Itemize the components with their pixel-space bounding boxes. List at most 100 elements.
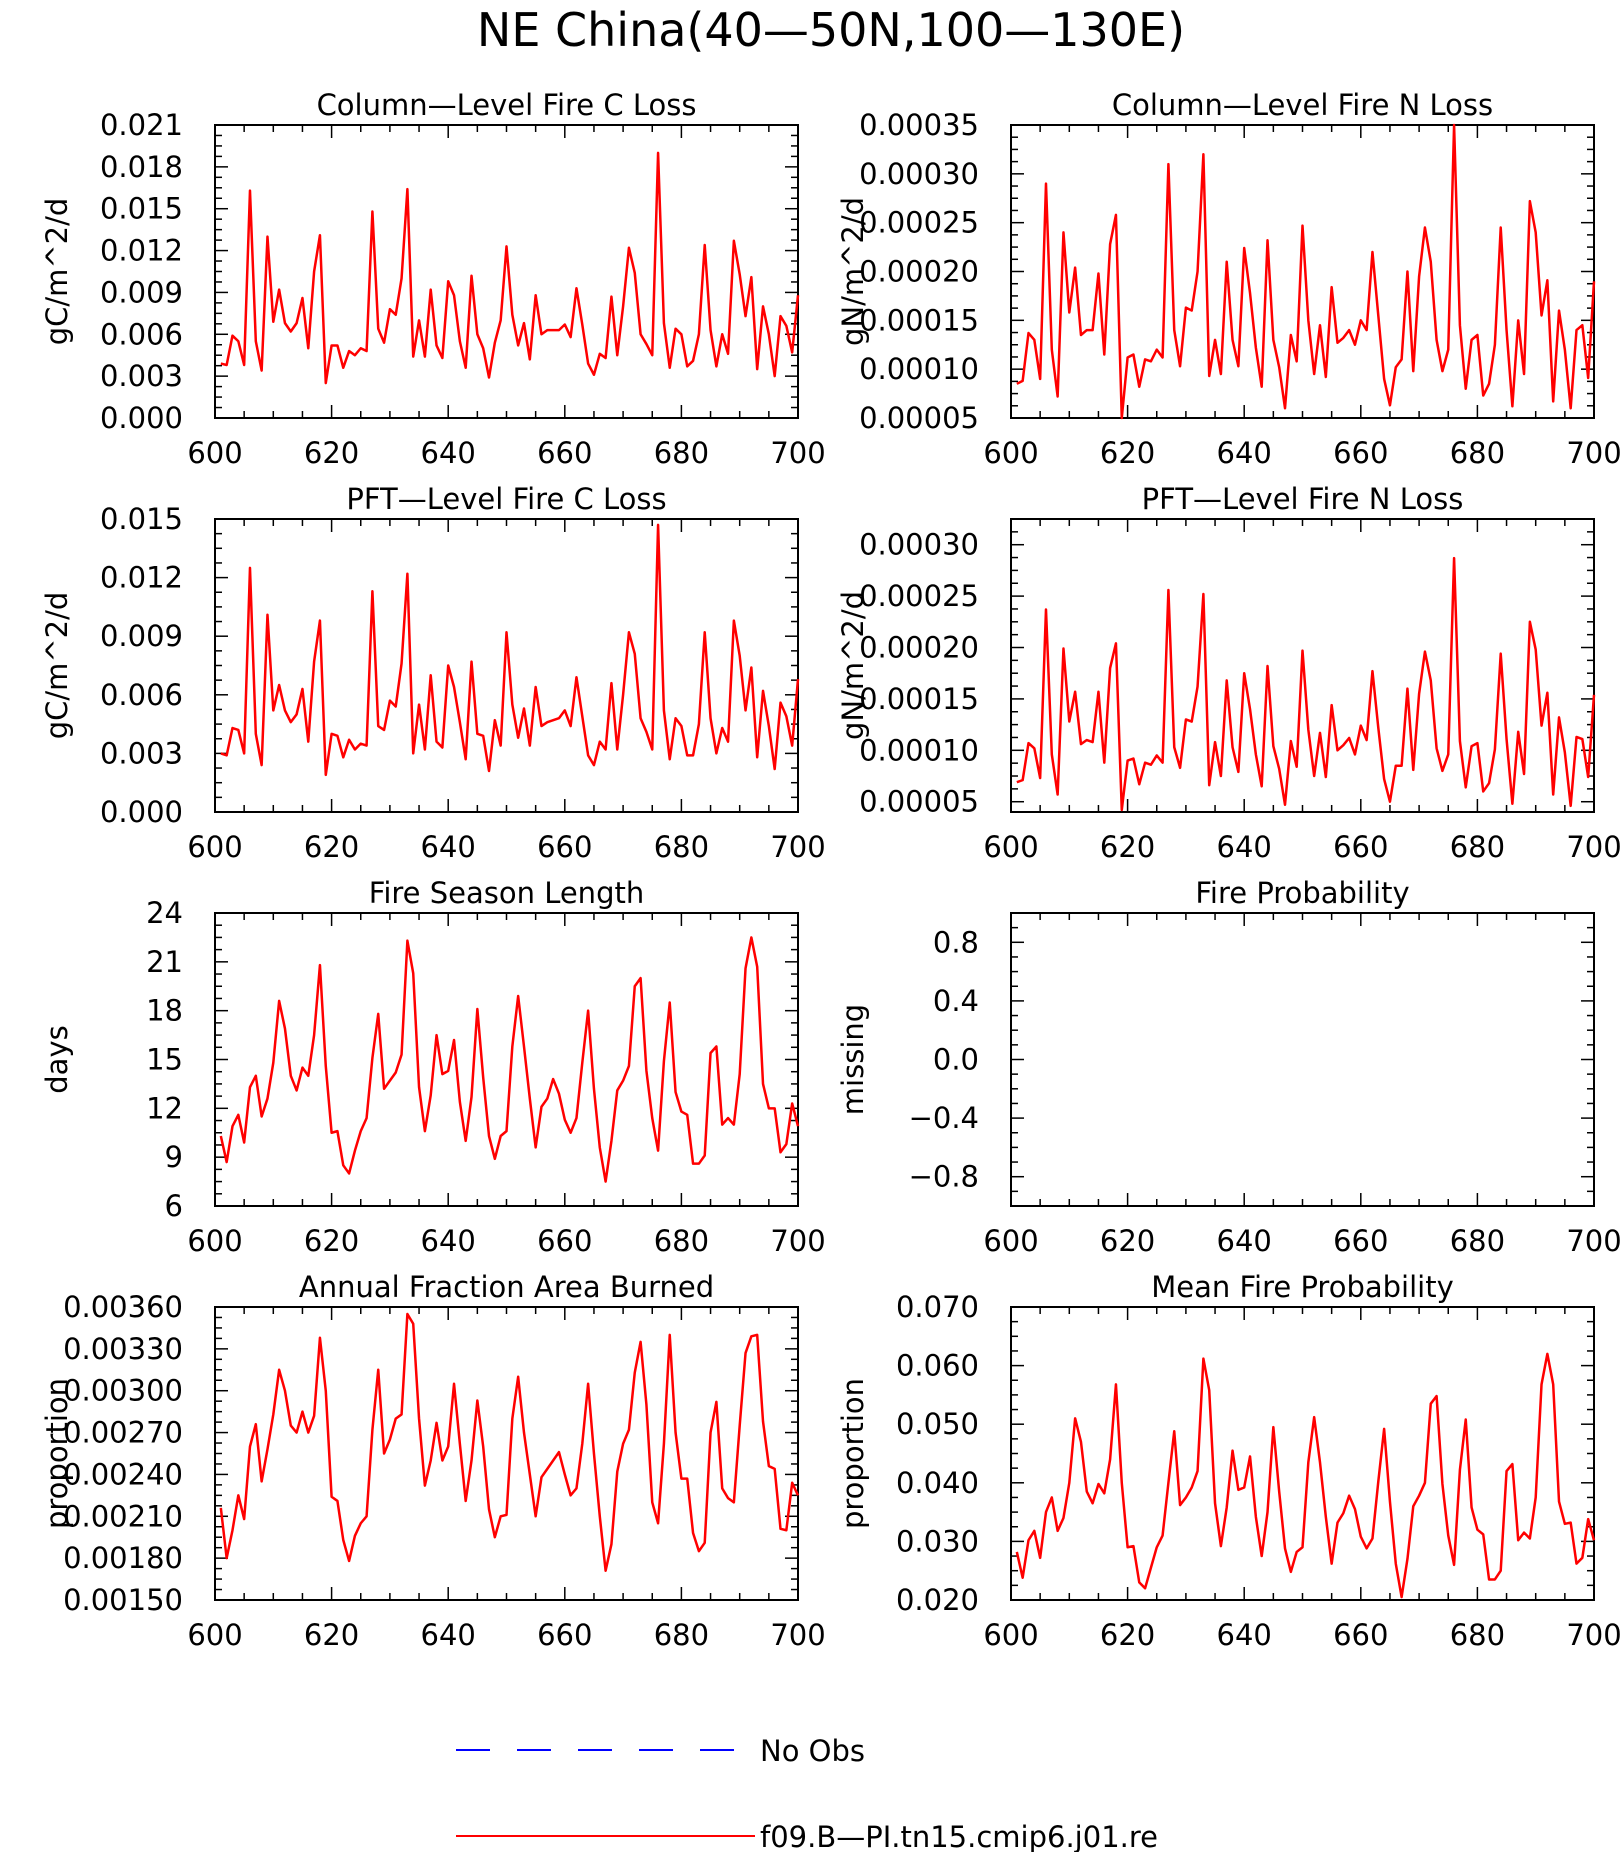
y-tick-label: 15	[146, 1043, 183, 1077]
x-tick-label: 660	[537, 1618, 592, 1652]
y-tick-label: 0.00360	[63, 1290, 183, 1324]
x-tick-label: 680	[1450, 436, 1505, 470]
x-tick-label: 600	[983, 830, 1038, 864]
plot-frame	[214, 124, 799, 419]
panel-8: Mean Fire Probability proportion 600 620 640…	[836, 1270, 1621, 1652]
x-tick-label: 660	[537, 1224, 592, 1258]
x-tick-label: 600	[983, 1224, 1038, 1258]
y-tick-label: 0.021	[100, 108, 183, 142]
x-tick-label: 680	[654, 436, 709, 470]
y-tick-label: 0.00015	[859, 303, 979, 337]
panel-title: PFT—Level Fire C Loss	[346, 482, 666, 516]
x-tick-label: 620	[1100, 830, 1155, 864]
y-tick-label: 0.0	[933, 1043, 979, 1077]
y-tick-label: 0.00035	[859, 108, 979, 142]
x-tick-label: 600	[187, 1618, 242, 1652]
y-tick-label: 0.000	[100, 401, 183, 435]
x-tick-label: 600	[983, 1618, 1038, 1652]
y-tick-label: 9	[165, 1140, 183, 1174]
y-tick-label: 0.00025	[859, 206, 979, 240]
y-tick-label: 0.009	[100, 619, 183, 653]
y-tick-label: 0.00030	[859, 157, 979, 191]
x-tick-label: 620	[1100, 1618, 1155, 1652]
y-tick-label: 0.00005	[859, 401, 979, 435]
x-tick-label: 700	[770, 1224, 825, 1258]
x-tick-label: 640	[1217, 1224, 1272, 1258]
panel-title: Column—Level Fire N Loss	[1112, 88, 1493, 122]
y-tick-label: 0.00270	[63, 1416, 183, 1450]
y-tick-label: 0.00025	[859, 579, 979, 613]
y-tick-label: 0.003	[100, 736, 183, 770]
y-tick-label: 0.012	[100, 234, 183, 268]
y-tick-label: 0.018	[100, 150, 183, 184]
x-tick-label: 660	[537, 436, 592, 470]
x-tick-label: 640	[421, 830, 476, 864]
x-tick-label: 700	[1566, 1618, 1621, 1652]
x-tick-label: 660	[1333, 1618, 1388, 1652]
y-tick-label: 0.006	[100, 317, 183, 351]
y-tick-label: 0.00180	[63, 1541, 183, 1575]
y-tick-label: 0.000	[100, 795, 183, 829]
y-tick-label: 0.015	[100, 192, 183, 226]
x-tick-label: 700	[1566, 830, 1621, 864]
x-tick-label: 620	[1100, 436, 1155, 470]
series-line	[219, 1312, 800, 1572]
x-tick-label: 680	[1450, 1618, 1505, 1652]
y-tick-label: 0.00010	[859, 352, 979, 386]
y-tick-label: 0.070	[896, 1290, 979, 1324]
legend: No Obs f09.B—PI.tn15.cmip6.j01.re	[456, 1734, 1158, 1852]
x-tick-label: 600	[187, 830, 242, 864]
panel-title: Mean Fire Probability	[1151, 1270, 1454, 1304]
y-tick-label: 0.009	[100, 275, 183, 309]
y-axis-label: gN/m^2/d	[836, 197, 870, 346]
y-tick-label: 18	[146, 994, 183, 1028]
y-axis-label: missing	[836, 1004, 870, 1115]
plot-frame	[1010, 912, 1595, 1207]
x-tick-label: 640	[421, 436, 476, 470]
y-tick-label: 0.00020	[859, 255, 979, 289]
panel-2: Column—Level Fire N Loss gN/m^2/d 600 620 64…	[836, 88, 1621, 470]
y-tick-label: 0.060	[896, 1349, 979, 1383]
series-line	[219, 936, 800, 1183]
y-axis-label: gC/m^2/d	[40, 198, 74, 346]
panel-title: Column—Level Fire C Loss	[317, 88, 697, 122]
y-tick-label: 0.012	[100, 561, 183, 595]
plot-frame	[1010, 124, 1595, 419]
y-axis-label: proportion	[40, 1378, 74, 1529]
x-tick-label: 680	[1450, 1224, 1505, 1258]
series-line	[1015, 1352, 1596, 1599]
panel-title: Annual Fraction Area Burned	[299, 1270, 714, 1304]
y-tick-label: 0.00240	[63, 1457, 183, 1491]
x-tick-label: 640	[421, 1618, 476, 1652]
y-tick-label: 0.8	[933, 925, 979, 959]
x-tick-label: 680	[654, 1618, 709, 1652]
x-tick-label: 640	[1217, 1618, 1272, 1652]
x-tick-label: 640	[1217, 436, 1272, 470]
panel-title: PFT—Level Fire N Loss	[1142, 482, 1464, 516]
x-tick-label: 600	[187, 1224, 242, 1258]
y-tick-label: 0.00150	[63, 1583, 183, 1617]
x-tick-label: 680	[1450, 830, 1505, 864]
plot-frame	[1010, 1306, 1595, 1601]
y-tick-label: −0.4	[909, 1101, 979, 1135]
series-line	[1016, 556, 1596, 812]
x-tick-label: 640	[1217, 830, 1272, 864]
x-tick-label: 620	[304, 830, 359, 864]
y-tick-label: 0.015	[100, 502, 183, 536]
legend-label-no-obs: No Obs	[760, 1734, 865, 1768]
x-tick-label: 600	[983, 436, 1038, 470]
y-tick-label: 0.00005	[859, 785, 979, 819]
y-tick-label: 0.020	[896, 1583, 979, 1617]
x-tick-label: 700	[1566, 436, 1621, 470]
y-tick-label: 0.006	[100, 678, 183, 712]
plot-frame	[214, 518, 799, 813]
panel-5: Fire Season Length days 600 620 640 660 680 700…	[40, 876, 826, 1258]
y-tick-label: 0.00210	[63, 1499, 183, 1533]
y-tick-label: 0.040	[896, 1466, 979, 1500]
x-tick-label: 620	[1100, 1224, 1155, 1258]
panel-1: Column—Level Fire C Loss gC/m^2/d 600 620 64…	[40, 88, 826, 470]
panel-4: PFT—Level Fire N Loss gN/m^2/d 600 620 640 66…	[836, 482, 1621, 864]
y-tick-label: 21	[146, 945, 183, 979]
x-tick-label: 680	[654, 1224, 709, 1258]
